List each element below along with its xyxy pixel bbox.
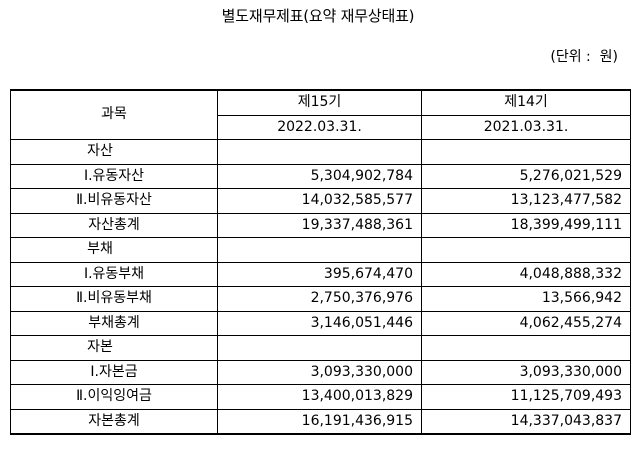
- table-row: 부채총계 3,146,051,446 4,062,455,274: [10, 310, 631, 336]
- account-label: Ⅰ.유동부채: [10, 261, 218, 287]
- table-row: 자본: [10, 335, 631, 361]
- value-previous: 14,337,043,837: [421, 408, 631, 435]
- value-previous: [421, 237, 631, 263]
- value-current: [217, 237, 422, 263]
- value-previous: [421, 335, 631, 361]
- header-row-date: 2022.03.31. 2021.03.31.: [11, 114, 631, 140]
- table-row: Ⅱ.비유동부채 2,750,376,976 13,566,942: [10, 286, 631, 312]
- account-label: Ⅰ.유동자산: [10, 163, 218, 189]
- account-label: Ⅱ.비유동부채: [10, 286, 218, 312]
- account-header: 과목: [10, 89, 218, 140]
- value-previous: 3,093,330,000: [421, 359, 631, 385]
- value-current: [217, 139, 422, 165]
- table-row: Ⅱ.비유동자산 14,032,585,577 13,123,477,582: [10, 188, 631, 214]
- date-current-header: 2022.03.31.: [217, 114, 422, 140]
- value-previous: [421, 139, 631, 165]
- value-current: 5,304,902,784: [217, 163, 422, 189]
- period-previous-header: 제14기: [421, 89, 631, 116]
- table-row: 자산: [10, 139, 631, 165]
- unit-label: (단위 : 원): [550, 49, 618, 65]
- value-current: [217, 335, 422, 361]
- value-current: 14,032,585,577: [217, 188, 422, 214]
- balance-sheet-table: 과목 제15기 제14기 2022.03.31. 2021.03.31. 자산 …: [10, 89, 631, 435]
- value-current: 2,750,376,976: [217, 286, 422, 312]
- value-current: 395,674,470: [217, 261, 422, 287]
- table-row: Ⅱ.이익잉여금 13,400,013,829 11,125,709,493: [10, 384, 631, 410]
- total-label: 자산총계: [10, 212, 218, 238]
- table-row: 자산총계 19,337,488,361 18,399,499,111: [10, 212, 631, 238]
- table-row: 자본총계 16,191,436,915 14,337,043,837: [10, 408, 631, 435]
- value-previous: 11,125,709,493: [421, 384, 631, 410]
- value-previous: 5,276,021,529: [421, 163, 631, 189]
- table-row: 부채: [10, 237, 631, 263]
- account-label: Ⅱ.이익잉여금: [10, 384, 218, 410]
- value-current: 19,337,488,361: [217, 212, 422, 238]
- value-previous: 13,123,477,582: [421, 188, 631, 214]
- table-row: Ⅰ.자본금 3,093,330,000 3,093,330,000: [10, 359, 631, 385]
- value-current: 3,146,051,446: [217, 310, 422, 336]
- value-current: 16,191,436,915: [217, 408, 422, 435]
- account-label: Ⅰ.자본금: [10, 359, 218, 385]
- value-previous: 18,399,499,111: [421, 212, 631, 238]
- section-label-liabilities: 부채: [10, 237, 218, 263]
- account-label: Ⅱ.비유동자산: [10, 188, 218, 214]
- value-previous: 13,566,942: [421, 286, 631, 312]
- table-row: Ⅰ.유동자산 5,304,902,784 5,276,021,529: [10, 163, 631, 189]
- table-row: Ⅰ.유동부채 395,674,470 4,048,888,332: [10, 261, 631, 287]
- value-current: 3,093,330,000: [217, 359, 422, 385]
- value-previous: 4,048,888,332: [421, 261, 631, 287]
- section-label-equity: 자본: [10, 335, 218, 361]
- date-previous-header: 2021.03.31.: [421, 114, 631, 140]
- value-previous: 4,062,455,274: [421, 310, 631, 336]
- header-row-period: 과목 제15기 제14기: [10, 89, 631, 140]
- period-current-header: 제15기: [217, 89, 422, 116]
- section-label-assets: 자산: [10, 139, 218, 165]
- total-label: 자본총계: [10, 408, 218, 435]
- page-title: 별도재무제표(요약 재무상태표): [221, 7, 415, 25]
- total-label: 부채총계: [10, 310, 218, 336]
- value-current: 13,400,013,829: [217, 384, 422, 410]
